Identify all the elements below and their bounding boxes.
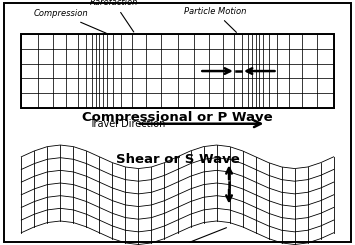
Text: Rarefaction: Rarefaction bbox=[90, 0, 138, 32]
Text: Compressional or P Wave: Compressional or P Wave bbox=[82, 111, 273, 124]
Text: Particle Motion: Particle Motion bbox=[137, 228, 226, 245]
Text: Shear or S Wave: Shear or S Wave bbox=[116, 153, 239, 166]
Text: Travel Direction: Travel Direction bbox=[89, 119, 165, 129]
Text: Particle Motion: Particle Motion bbox=[184, 7, 246, 32]
Bar bbox=[21, 34, 334, 108]
Text: Compression: Compression bbox=[34, 9, 106, 33]
